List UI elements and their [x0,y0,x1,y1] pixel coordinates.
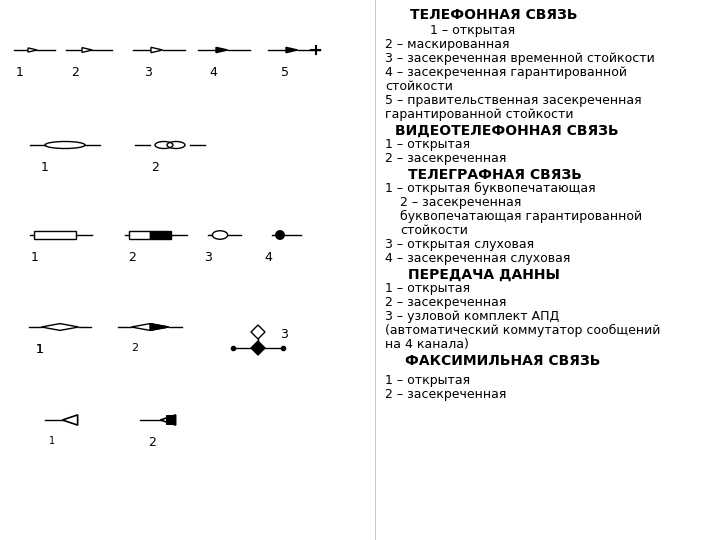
Polygon shape [63,415,78,425]
Text: 3 – засекреченная временной стойкости: 3 – засекреченная временной стойкости [385,52,654,65]
Text: 3 – открытая слуховая: 3 – открытая слуховая [385,238,534,251]
Text: 2 – засекреченная: 2 – засекреченная [385,296,506,309]
Polygon shape [150,323,168,330]
Polygon shape [286,48,297,53]
Text: буквопечатающая гарантированной: буквопечатающая гарантированной [400,210,642,223]
Text: гарантированной стойкости: гарантированной стойкости [385,108,574,121]
Bar [34,231,76,239]
Text: 3: 3 [144,66,152,79]
Text: 1 – открытая: 1 – открытая [430,24,515,37]
Text: 1: 1 [31,251,39,264]
Text: 2: 2 [128,251,136,264]
Text: 2: 2 [148,436,156,449]
Text: 1 – открытая: 1 – открытая [385,138,470,151]
Text: (автоматический коммутатор сообщений: (автоматический коммутатор сообщений [385,324,660,337]
Polygon shape [216,48,228,53]
Text: 1 – открытая: 1 – открытая [385,282,470,295]
Text: ПЕРЕДАЧА ДАННЫ: ПЕРЕДАЧА ДАННЫ [408,268,560,282]
Polygon shape [151,48,163,53]
Text: 3 – узловой комплект АПД: 3 – узловой комплект АПД [385,310,559,323]
Text: 1: 1 [36,343,44,356]
Text: 2: 2 [71,66,79,79]
Bar [166,415,176,425]
Text: на 4 канала): на 4 канала) [385,338,469,351]
Text: 1: 1 [49,436,55,446]
Text: 4 – засекреченная гарантированной: 4 – засекреченная гарантированной [385,66,627,79]
Text: ВИДЕОТЕЛЕФОННАЯ СВЯЗЬ: ВИДЕОТЕЛЕФОННАЯ СВЯЗЬ [395,124,618,138]
Text: 4: 4 [209,66,217,79]
Text: 2 – засекреченная: 2 – засекреченная [385,388,506,401]
Bar [129,231,150,239]
Text: 2 – засекреченная: 2 – засекреченная [400,196,521,209]
Text: 1 – открытая: 1 – открытая [385,374,470,387]
Text: 1: 1 [36,343,44,356]
Text: 2 – маскированная: 2 – маскированная [385,38,510,51]
Text: 1: 1 [41,161,49,174]
Text: стойкости: стойкости [400,224,468,237]
Text: 3: 3 [280,328,288,341]
Polygon shape [251,341,265,355]
Bar [150,231,171,239]
Polygon shape [161,415,176,425]
Text: ТЕЛЕФОННАЯ СВЯЗЬ: ТЕЛЕФОННАЯ СВЯЗЬ [410,8,577,22]
Text: 3: 3 [204,251,212,264]
Polygon shape [28,48,37,52]
Text: 1: 1 [16,66,24,79]
Text: 5: 5 [281,66,289,79]
Text: стойкости: стойкости [385,80,453,93]
Text: 2 – засекреченная: 2 – засекреченная [385,152,506,165]
Text: 2: 2 [151,161,159,174]
Text: ФАКСИМИЛЬНАЯ СВЯЗЬ: ФАКСИМИЛЬНАЯ СВЯЗЬ [405,354,600,368]
Text: 1 – открытая буквопечатающая: 1 – открытая буквопечатающая [385,182,595,195]
Text: 5 – правительственная засекреченная: 5 – правительственная засекреченная [385,94,642,107]
Ellipse shape [276,231,284,239]
Text: ТЕЛЕГРАФНАЯ СВЯЗЬ: ТЕЛЕГРАФНАЯ СВЯЗЬ [408,168,582,182]
Text: 2: 2 [132,343,138,353]
Polygon shape [82,48,92,52]
Text: 4 – засекреченная слуховая: 4 – засекреченная слуховая [385,252,570,265]
Text: 4: 4 [264,251,272,264]
